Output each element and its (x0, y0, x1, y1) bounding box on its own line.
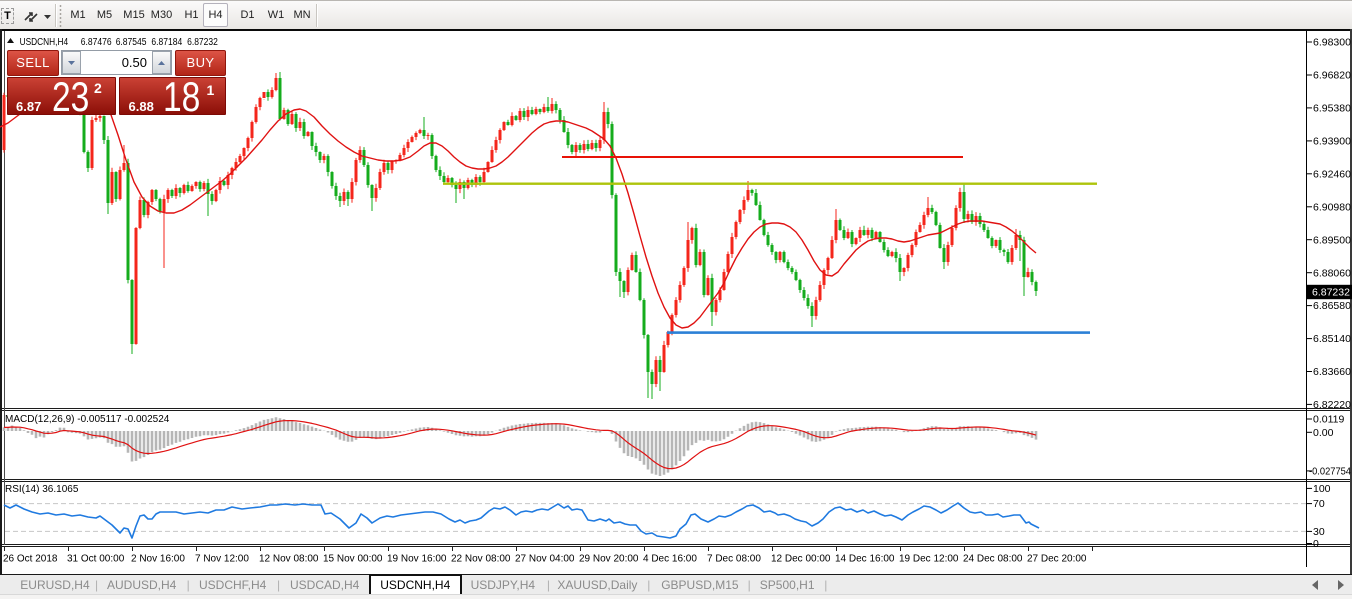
svg-text:6.87545: 6.87545 (116, 37, 147, 48)
svg-text:6.96820: 6.96820 (1313, 70, 1351, 82)
svg-text:0.00: 0.00 (1313, 427, 1334, 439)
svg-text:19 Nov 16:00: 19 Nov 16:00 (387, 554, 447, 565)
svg-text:31 Oct 00:00: 31 Oct 00:00 (67, 554, 125, 565)
svg-text:6.93900: 6.93900 (1313, 136, 1351, 148)
svg-text:USDCNH,H4: USDCNH,H4 (20, 37, 69, 48)
svg-text:6.86580: 6.86580 (1313, 300, 1351, 312)
svg-text:14 Dec 16:00: 14 Dec 16:00 (835, 554, 895, 565)
svg-text:22 Nov 08:00: 22 Nov 08:00 (451, 554, 511, 565)
svg-text:27 Nov 04:00: 27 Nov 04:00 (515, 554, 575, 565)
svg-text:6.98300: 6.98300 (1313, 37, 1351, 49)
svg-text:6.82220: 6.82220 (1313, 399, 1351, 411)
svg-text:6.87232: 6.87232 (1312, 287, 1350, 299)
svg-text:70: 70 (1313, 498, 1325, 510)
svg-text:0.0119: 0.0119 (1313, 414, 1344, 426)
svg-text:30: 30 (1313, 526, 1325, 538)
svg-text:100: 100 (1313, 483, 1331, 495)
svg-text:0: 0 (1313, 538, 1319, 550)
svg-text:6.83660: 6.83660 (1313, 366, 1351, 378)
svg-text:12 Nov 08:00: 12 Nov 08:00 (259, 554, 319, 565)
svg-text:7 Nov 12:00: 7 Nov 12:00 (195, 554, 249, 565)
svg-text:6.85140: 6.85140 (1313, 333, 1351, 345)
svg-text:6.95380: 6.95380 (1313, 103, 1351, 115)
svg-text:7 Dec 08:00: 7 Dec 08:00 (707, 554, 761, 565)
svg-text:6.90980: 6.90980 (1313, 201, 1351, 213)
svg-text:29 Nov 20:00: 29 Nov 20:00 (579, 554, 639, 565)
svg-text:6.88060: 6.88060 (1313, 267, 1351, 279)
svg-text:6.92460: 6.92460 (1313, 168, 1351, 180)
svg-text:6.87184: 6.87184 (151, 37, 182, 48)
svg-text:6.87476: 6.87476 (81, 37, 112, 48)
svg-text:19 Dec 12:00: 19 Dec 12:00 (899, 554, 959, 565)
svg-text:6.87232: 6.87232 (187, 37, 218, 48)
svg-text:6.89500: 6.89500 (1313, 234, 1351, 246)
svg-text:2 Nov 16:00: 2 Nov 16:00 (131, 554, 185, 565)
svg-text:27 Dec 20:00: 27 Dec 20:00 (1027, 554, 1087, 565)
svg-text:RSI(14) 36.1065: RSI(14) 36.1065 (5, 484, 79, 495)
svg-text:26 Oct 2018: 26 Oct 2018 (3, 554, 58, 565)
svg-text:MACD(12,26,9) -0.005117 -0.002: MACD(12,26,9) -0.005117 -0.002524 (5, 414, 170, 425)
svg-text:15 Nov 00:00: 15 Nov 00:00 (323, 554, 383, 565)
svg-text:-0.027754: -0.027754 (1309, 466, 1351, 478)
svg-text:12 Dec 00:00: 12 Dec 00:00 (771, 554, 831, 565)
svg-text:24 Dec 08:00: 24 Dec 08:00 (963, 554, 1023, 565)
svg-text:4 Dec 16:00: 4 Dec 16:00 (643, 554, 697, 565)
